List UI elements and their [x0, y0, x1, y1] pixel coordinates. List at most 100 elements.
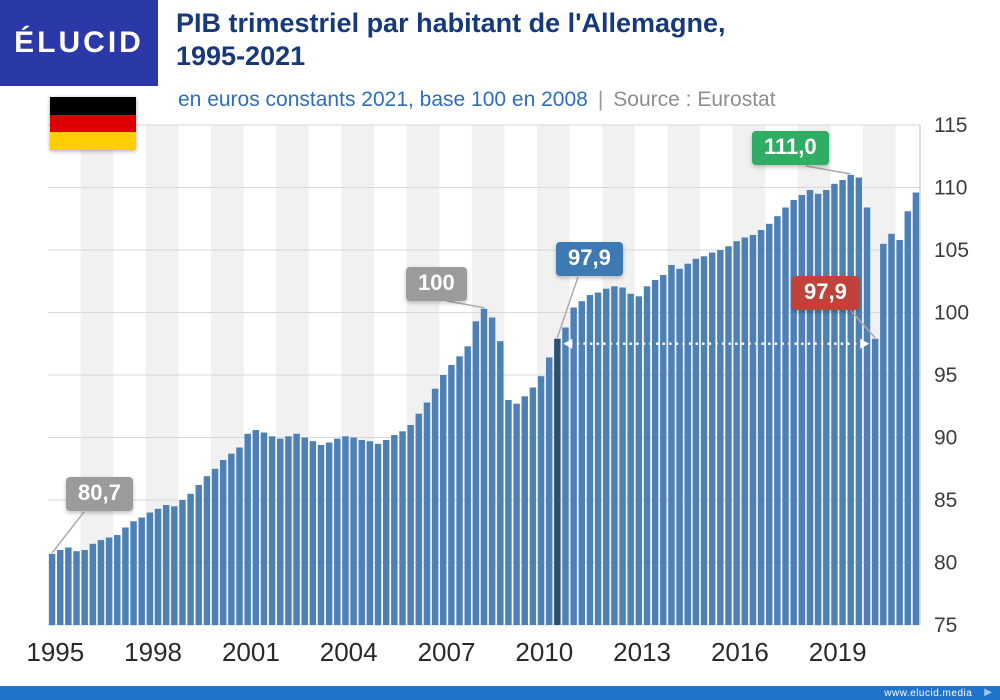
annotation-connector [556, 276, 579, 338]
y-axis-label: 100 [934, 302, 969, 325]
bar [391, 435, 398, 625]
bar [440, 375, 447, 625]
bar [774, 216, 781, 625]
bar [252, 430, 260, 625]
bar [847, 175, 854, 625]
x-axis-label: 2010 [515, 637, 573, 667]
bar [562, 327, 569, 625]
footer-arrow-icon: ▶ [984, 687, 992, 698]
y-axis-label: 115 [934, 114, 967, 137]
annotation-connector [51, 511, 85, 554]
bar [122, 527, 129, 625]
footer-url: www.elucid.media [884, 687, 973, 699]
bar [635, 296, 643, 625]
bar [301, 437, 308, 625]
annotation-connector [849, 309, 876, 339]
bar [668, 265, 675, 625]
elucid-logo: ÉLUCID [0, 0, 158, 86]
bar [350, 437, 357, 625]
germany-flag [50, 97, 136, 150]
bar [114, 535, 121, 625]
bar [219, 460, 227, 625]
bar [725, 246, 732, 626]
bar [521, 396, 528, 625]
bar [277, 438, 284, 625]
bar [627, 293, 634, 626]
bar [497, 341, 504, 625]
y-axis-label: 90 [934, 427, 957, 450]
x-axis-label: 2016 [711, 637, 769, 667]
subtitle-separator: | [597, 88, 604, 111]
bar [415, 413, 423, 625]
bar [374, 443, 382, 626]
chart-subtitle-row: en euros constants 2021, base 100 en 200… [178, 88, 776, 112]
bar [871, 338, 879, 625]
bar [839, 180, 846, 625]
source-credit: Source : Eurostat [613, 88, 776, 111]
bar [268, 436, 276, 625]
bar [138, 517, 145, 625]
bar [529, 387, 537, 625]
bar [334, 438, 341, 625]
bar [578, 301, 586, 625]
bar [880, 243, 887, 626]
bar [89, 543, 97, 626]
bar [586, 295, 594, 625]
bar [423, 402, 431, 625]
bar [154, 508, 162, 625]
bar [211, 468, 219, 626]
bar [236, 447, 243, 625]
bar [806, 190, 814, 625]
bar [757, 230, 765, 625]
flag-stripe-black [50, 97, 136, 115]
bar [603, 288, 610, 625]
bar [146, 512, 154, 625]
bar [643, 286, 651, 625]
bar [97, 540, 105, 625]
bar [456, 356, 463, 626]
bar [790, 200, 797, 625]
bar [57, 550, 64, 625]
bar [73, 551, 80, 625]
bar [782, 207, 789, 625]
bar [171, 506, 178, 626]
bar [684, 263, 691, 625]
x-axis-label: 2013 [613, 637, 671, 667]
bar [179, 500, 186, 625]
bar [472, 321, 480, 625]
bar [195, 485, 202, 625]
bar [81, 550, 88, 625]
bar [325, 442, 333, 625]
bar [554, 338, 561, 625]
bar [676, 268, 683, 626]
y-axis-label: 105 [934, 239, 969, 262]
bar [831, 183, 838, 626]
bar [855, 177, 863, 625]
bar [488, 317, 496, 625]
bar [700, 256, 708, 626]
bar [766, 223, 773, 626]
bar [399, 431, 406, 626]
x-axis-label: 1995 [26, 637, 84, 667]
bar [594, 292, 602, 625]
footer-bar: www.elucid.media ▶ [0, 686, 1000, 700]
bar [293, 433, 300, 625]
bar [611, 286, 618, 625]
bar [537, 376, 545, 625]
bar [162, 505, 170, 625]
bar [244, 433, 251, 625]
bar [619, 287, 626, 625]
bar [358, 440, 365, 625]
bar [480, 308, 488, 625]
bar [545, 357, 553, 625]
bar [65, 547, 72, 625]
y-axis-label: 110 [934, 177, 967, 200]
bar [896, 240, 903, 625]
page-title: PIB trimestriel par habitant de l'Allema… [176, 7, 896, 73]
bar [407, 425, 414, 625]
bar [513, 403, 520, 625]
bar [814, 193, 822, 626]
bar [309, 441, 317, 625]
bar [904, 211, 911, 626]
